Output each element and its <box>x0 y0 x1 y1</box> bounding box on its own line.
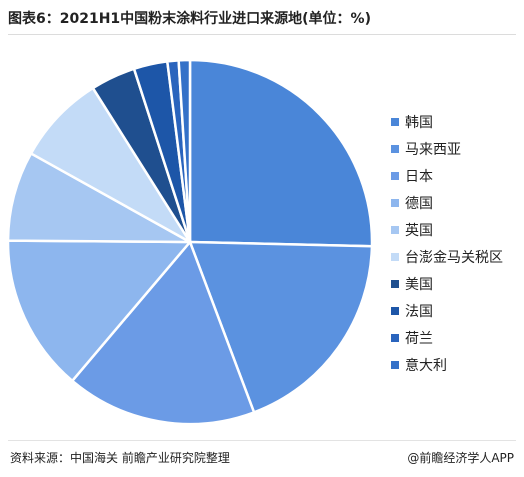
legend-item: 日本 <box>391 162 503 189</box>
legend-swatch <box>391 306 399 315</box>
legend-item: 英国 <box>391 216 503 243</box>
pie-chart <box>6 58 374 426</box>
pie-slice-9 <box>177 58 192 244</box>
legend-swatch <box>391 252 399 261</box>
pie-slice-0 <box>188 58 374 248</box>
legend-swatch <box>391 225 399 234</box>
legend-label: 台澎金马关税区 <box>405 249 503 266</box>
legend-swatch <box>391 279 399 288</box>
legend-item: 台澎金马关税区 <box>391 243 503 270</box>
legend-swatch <box>391 171 399 180</box>
chart-title: 图表6：2021H1中国粉末涂料行业进口来源地(单位：%) <box>8 11 371 27</box>
brand-label: @前瞻经济学人APP <box>407 451 514 465</box>
pie-slice-4 <box>6 152 192 244</box>
legend-label: 马来西亚 <box>405 141 461 158</box>
legend-item: 韩国 <box>391 108 503 135</box>
pie-slice-3 <box>6 239 192 383</box>
legend-swatch <box>391 333 399 342</box>
legend-label: 美国 <box>405 276 433 293</box>
legend-swatch <box>391 144 399 153</box>
legend-item: 意大利 <box>391 351 503 378</box>
legend-label: 英国 <box>405 222 433 239</box>
legend-swatch <box>391 360 399 369</box>
legend-label: 意大利 <box>405 357 447 374</box>
legend-item: 荷兰 <box>391 324 503 351</box>
legend-item: 法国 <box>391 297 503 324</box>
legend-label: 德国 <box>405 195 433 212</box>
legend-label: 法国 <box>405 303 433 320</box>
pie-slice-5 <box>29 86 192 244</box>
legend-swatch <box>391 198 399 207</box>
title-divider <box>8 34 516 35</box>
legend-label: 韩国 <box>405 114 433 131</box>
legend: 韩国马来西亚日本德国英国台澎金马关税区 美国法国荷兰意大利 <box>391 108 503 378</box>
pie-slice-1 <box>188 240 374 414</box>
footer-divider <box>8 440 516 441</box>
legend-item: 美国 <box>391 270 503 297</box>
source-note: 资料来源：中国海关 前瞻产业研究院整理 <box>10 451 230 465</box>
legend-item: 马来西亚 <box>391 135 503 162</box>
legend-item: 德国 <box>391 189 503 216</box>
legend-label: 日本 <box>405 168 433 185</box>
legend-swatch <box>391 117 399 126</box>
legend-label: 荷兰 <box>405 330 433 347</box>
pie-slice-2 <box>71 240 256 426</box>
